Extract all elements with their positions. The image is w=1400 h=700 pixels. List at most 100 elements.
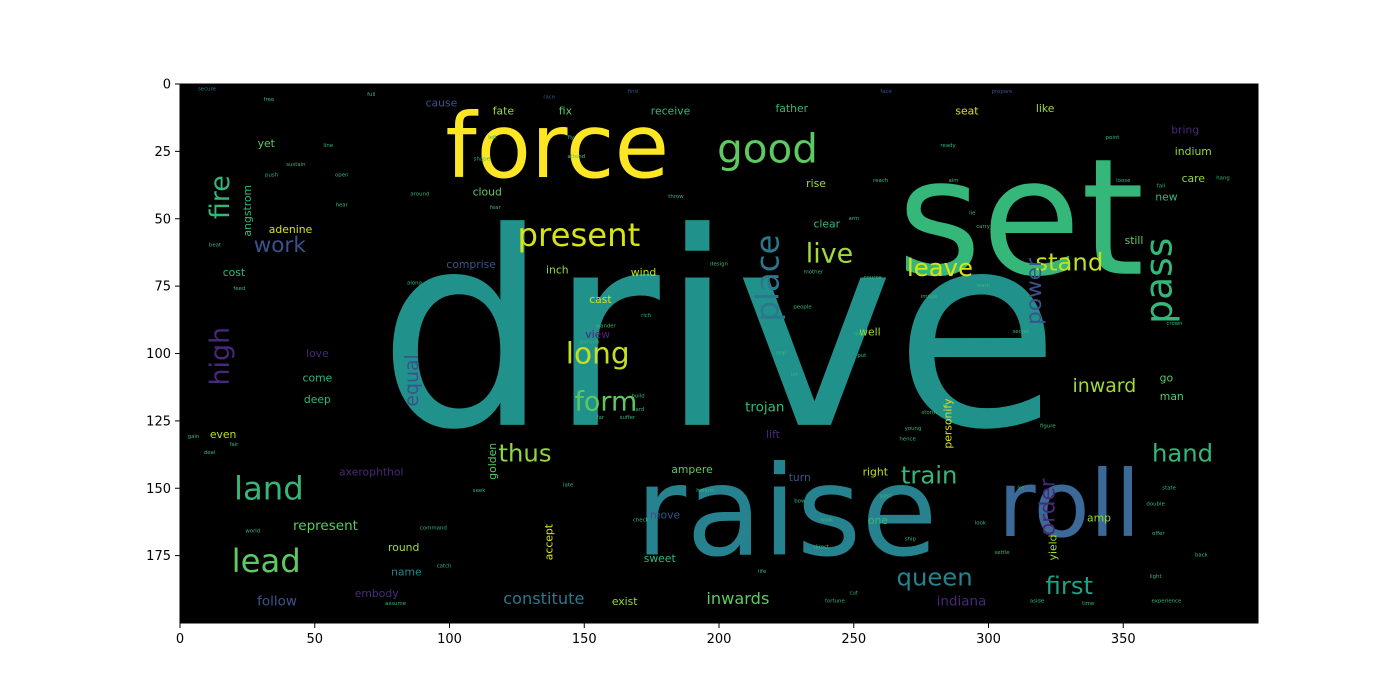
x-tick-label: 0 (176, 632, 184, 647)
word-back: back (1195, 553, 1209, 559)
word-beat: beat (209, 243, 221, 249)
word-embody: embody (355, 587, 399, 600)
word-land: land (234, 469, 304, 507)
word-stand: stand (1035, 247, 1103, 276)
word-hand: hand (1152, 439, 1213, 468)
word-personify: personify (942, 398, 955, 449)
word-prepare: prepare (992, 89, 1014, 95)
word-lead: lead (232, 542, 301, 580)
word-constitute: constitute (503, 589, 584, 608)
word-power: power (1022, 258, 1047, 325)
word-portion: portion (580, 340, 599, 346)
x-tick-label: 350 (1111, 632, 1136, 647)
word-race: race (543, 95, 555, 101)
word-wander: wander (596, 324, 617, 330)
word-far: far (597, 415, 605, 421)
word-amp: amp (1087, 511, 1111, 524)
word-leave: leave (907, 253, 973, 282)
word-set: set (897, 125, 1144, 313)
word-sustain: sustain (286, 162, 305, 168)
word-fix: fix (559, 105, 573, 118)
word-lot: lot (791, 372, 798, 378)
word-rich: rich (641, 313, 651, 319)
word-go: go (1160, 371, 1174, 384)
word-trojan: trojan (745, 399, 784, 415)
word-yet: yet (258, 137, 275, 150)
word-seek: seek (473, 488, 486, 494)
word-along: along (407, 280, 422, 286)
word-experience: experience (1151, 598, 1182, 604)
word-learn: learn (976, 283, 990, 289)
word-offer: offer (1152, 531, 1165, 537)
x-tick-label: 300 (976, 632, 1001, 647)
word-represent: represent (293, 518, 358, 534)
word-clear: clear (813, 218, 840, 231)
word-deal: deal (204, 450, 216, 456)
word-attend: attend (567, 154, 585, 160)
word-right: right (863, 466, 888, 479)
word-throw: throw (668, 194, 684, 200)
word-first: first (1046, 571, 1093, 600)
word-new: new (1155, 191, 1177, 204)
word-fall: fall (1157, 183, 1165, 189)
word-double: double (1146, 501, 1165, 507)
word-ship: ship (905, 537, 917, 543)
word-feed: feed (233, 286, 245, 292)
word-live: live (806, 238, 853, 269)
word-left: left (488, 135, 497, 141)
word-indiana: indiana (937, 593, 987, 609)
y-axis: 0 25 50 75 100 125 150 175 (146, 78, 180, 564)
word-care: care (1182, 172, 1206, 185)
word-well: well (859, 325, 880, 338)
y-tick-label: 150 (146, 482, 171, 497)
word-queen: queen (897, 563, 973, 592)
word-cloud: cloud (473, 185, 502, 198)
word-suffer: suffer (620, 415, 636, 421)
word-hear: hear (336, 202, 349, 208)
word-rise: rise (806, 177, 826, 190)
word-roll: roll (998, 451, 1141, 558)
word-check: check (633, 518, 650, 524)
word-late: late (563, 483, 574, 489)
word-man: man (1160, 390, 1184, 403)
word-inch: inch (546, 264, 569, 277)
word-fire: fire (205, 175, 236, 219)
word-view: view (585, 328, 610, 341)
word-hard: hard (632, 407, 644, 413)
word-cut: cut (850, 590, 859, 596)
word-cost: cost (223, 266, 245, 279)
word-order: order (1035, 478, 1060, 536)
word-bring: bring (1171, 123, 1199, 136)
word-exist: exist (612, 595, 638, 608)
word-aim: aim (948, 178, 958, 184)
word-rock: rock (853, 332, 865, 338)
word-face: face (880, 89, 892, 95)
word-catch: catch (437, 563, 452, 569)
word-young: young (905, 426, 922, 432)
word-thus: thus (499, 439, 552, 468)
word-ready: ready (940, 143, 956, 149)
word-past: past (880, 493, 892, 499)
word-axerophthol: axerophthol (339, 466, 404, 479)
word-long: long (566, 337, 630, 371)
word-build: build (631, 394, 644, 400)
word-time: time (1082, 601, 1095, 607)
word-follow: follow (257, 593, 297, 609)
word-adenine: adenine (269, 223, 313, 236)
word-crown: crown (1166, 321, 1182, 327)
word-inward: inward (1073, 375, 1137, 397)
word-raise: raise (635, 441, 937, 585)
word-seat: seat (955, 105, 978, 118)
word-secure: secure (198, 86, 217, 92)
y-tick-label: 25 (154, 145, 171, 160)
word-reach: reach (873, 178, 888, 184)
word-golden: golden (486, 443, 499, 480)
word-point: point (1106, 135, 1120, 141)
word-turn: turn (789, 471, 811, 484)
word-helium: helium (696, 488, 714, 494)
word-move: move (650, 509, 681, 522)
word-direct: direct (814, 545, 829, 551)
word-deep: deep (304, 393, 331, 406)
